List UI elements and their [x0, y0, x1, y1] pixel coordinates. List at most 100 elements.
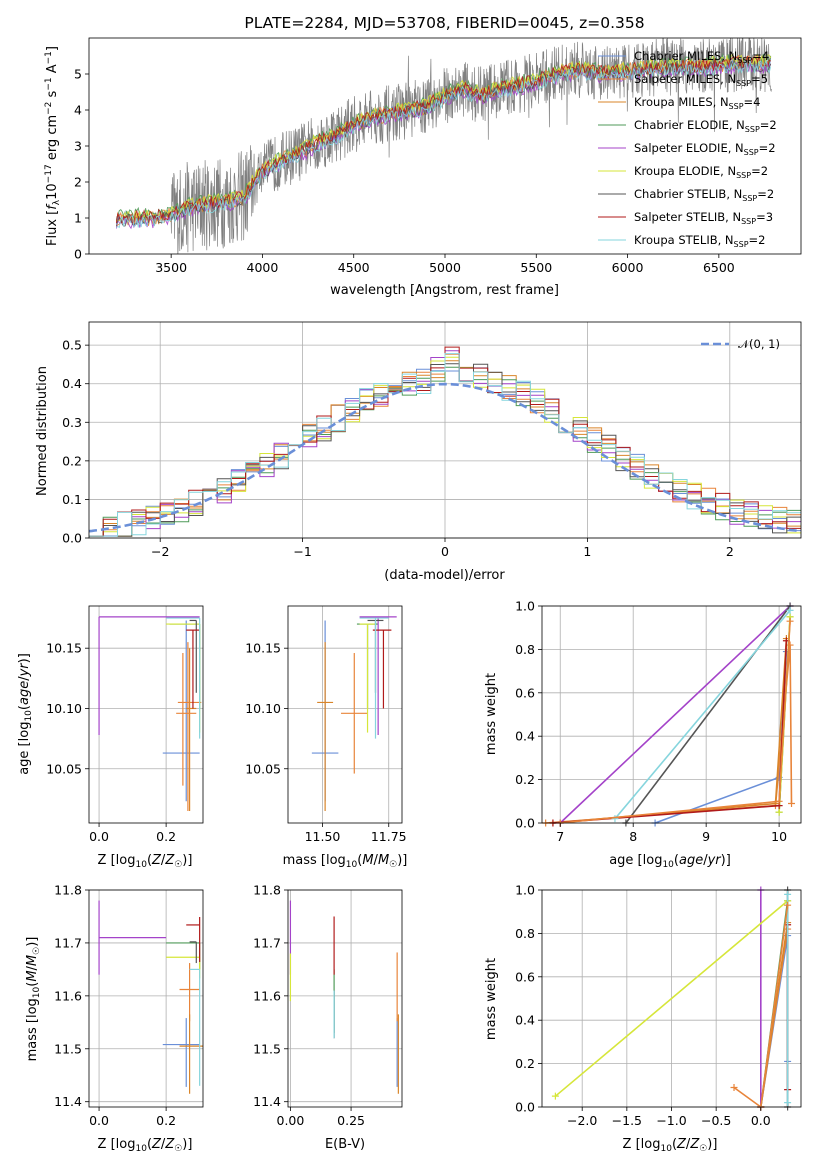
y-tick-label: 11.8	[54, 883, 82, 898]
y-tick-label: 10.05	[46, 761, 82, 776]
legend-label: Salpeter MILES, NSSP=5	[634, 72, 768, 88]
y-tick-label: 0.1	[62, 492, 82, 507]
spectrum-panel: PLATE=2284, MJD=53708, FIBERID=0045, z=0…	[44, 14, 802, 298]
x-tick-label: −0.5	[701, 1113, 731, 1128]
residual-histogram-8	[89, 353, 801, 537]
weight-line-4	[559, 605, 791, 824]
y-tick-label: 5	[74, 67, 82, 82]
weight-marker	[784, 890, 792, 898]
weight-marker	[775, 797, 783, 805]
weight-marker	[788, 799, 796, 807]
y-tick-label: 11.4	[54, 1094, 82, 1109]
y-tick-label: 2	[74, 175, 82, 190]
y-tick-label: 0.2	[62, 453, 82, 468]
y-tick-label: 1	[74, 211, 82, 226]
x-tick-label: 0.00	[277, 1113, 305, 1128]
y-tick-label: 11.7	[54, 935, 82, 950]
residual-histogram-4	[89, 350, 801, 537]
x-tick-label: −1	[293, 544, 311, 559]
y-tick-label: 0.0	[515, 816, 535, 831]
age-vs-Z-panel: 0.0 0.2 10.05 10.10 10.15 Z [log10(Z/Z☉)] ag…	[17, 605, 204, 870]
y-tick-label: 1.0	[515, 883, 535, 898]
y-tick-label: 0.0	[62, 531, 82, 546]
y-tick-label: 0.6	[515, 685, 535, 700]
observed-spectrum	[116, 38, 772, 254]
legend-label: Kroupa STELIB, NSSP=2	[634, 233, 765, 249]
weight-line-9	[760, 905, 789, 1108]
spectrum-ylabel: Flux [fλ10−17 erg cm−2 s−1 A−1]	[44, 46, 62, 246]
mass-vs-Z-ylabel: mass [log10(M/M☉)]	[25, 937, 42, 1062]
weight-vs-Z-panel: −2.0 −1.5 −1.0 −0.5 0.0 0.0 0.2 0.4 0.6 0.8 1.0 Z …	[484, 883, 802, 1154]
x-tick-label: 0.2	[156, 829, 176, 844]
legend-label: Chabrier STELIB, NSSP=2	[634, 187, 774, 203]
y-tick-label: 11.6	[54, 988, 82, 1003]
y-tick-label: 10.10	[245, 701, 281, 716]
spectrum-xlabel: wavelength [Angstrom, rest frame]	[330, 283, 559, 298]
y-tick-label: 1.0	[515, 599, 535, 614]
y-tick-label: 3	[74, 139, 82, 154]
spectrum-title: PLATE=2284, MJD=53708, FIBERID=0045, z=0…	[244, 14, 644, 32]
mass-vs-ebv-panel: 0.00 0.25 11.4 11.5 11.6 11.7 11.8 E(B-V)	[253, 883, 403, 1152]
y-tick-label: 0.8	[515, 642, 535, 657]
y-tick-label: 0.4	[515, 729, 535, 744]
y-tick-label: 0.0	[515, 1100, 535, 1115]
residuals-legend: 𝒩(0, 1)	[701, 337, 780, 351]
weight-line-5	[554, 900, 789, 1097]
weight-vs-Z-ylabel: mass weight	[484, 958, 499, 1040]
x-tick-label: 0.0	[89, 1113, 109, 1128]
axes-frame	[541, 605, 802, 824]
y-tick-label: 0	[74, 247, 82, 262]
residuals-xlabel: (data-model)/error	[384, 568, 505, 583]
y-tick-label: 4	[74, 103, 82, 118]
weight-vs-Z-xlabel: Z [log10(Z/Z☉)]	[623, 1137, 718, 1154]
x-tick-label: 9	[702, 829, 710, 844]
weight-marker	[784, 1099, 792, 1107]
x-tick-label: 0.25	[337, 1113, 365, 1128]
x-tick-label: −1.0	[656, 1113, 686, 1128]
x-tick-label: 0.0	[751, 1113, 771, 1128]
x-tick-label: 10	[771, 829, 787, 844]
x-tick-label: −2	[151, 544, 169, 559]
weight-marker	[730, 1083, 738, 1091]
x-tick-label: 11.75	[371, 829, 407, 844]
mass-vs-Z-panel: 0.0 0.2 11.4 11.5 11.6 11.7 11.8 Z [log10(Z/Z☉…	[25, 883, 204, 1154]
legend-label: Chabrier ELODIE, NSSP=2	[634, 118, 777, 134]
axes-frame	[88, 37, 802, 255]
mass-vs-ebv-xlabel: E(B-V)	[325, 1137, 365, 1152]
residuals-ylabel: Normed distribution	[35, 366, 50, 496]
age-vs-Z-ylabel: age [log10(age/yr)]	[17, 653, 34, 775]
x-tick-label: 0.0	[89, 829, 109, 844]
y-tick-label: 0.5	[62, 338, 82, 353]
y-tick-label: 10.15	[46, 641, 82, 656]
x-tick-label: 0	[441, 544, 449, 559]
x-tick-label: 6500	[703, 260, 735, 275]
axes-frame	[287, 605, 403, 824]
y-tick-label: 10.05	[245, 761, 281, 776]
y-tick-label: 0.4	[515, 1013, 535, 1028]
y-tick-label: 10.10	[46, 701, 82, 716]
y-tick-label: 11.6	[253, 988, 281, 1003]
weight-marker	[775, 808, 783, 816]
y-tick-label: 0.8	[515, 926, 535, 941]
x-tick-label: 3500	[155, 260, 187, 275]
y-tick-label: 11.5	[54, 1041, 82, 1056]
y-tick-label: 11.5	[253, 1041, 281, 1056]
x-tick-label: 5500	[520, 260, 552, 275]
residuals-panel: −2 −1 0 1 2 0.0 0.1 0.2 0.3 0.4 0.5 (data-model)/e…	[35, 321, 802, 583]
axes-frame	[287, 889, 403, 1108]
model-spectrum-7	[115, 54, 771, 225]
x-tick-label: 6000	[612, 260, 644, 275]
weight-vs-age-panel: 7 8 9 10 0.0 0.2 0.4 0.6 0.8 1.0 age [log10(age/y…	[484, 599, 802, 870]
age-vs-Z-xlabel: Z [log10(Z/Z☉)]	[98, 853, 193, 870]
axes-frame	[88, 889, 204, 1108]
weight-marker	[784, 901, 792, 909]
legend-label: 𝒩(0, 1)	[738, 337, 780, 351]
weight-vs-age-xlabel: age [log10(age/yr)]	[609, 853, 731, 870]
weight-marker	[551, 1092, 559, 1100]
y-tick-label: 10.15	[245, 641, 281, 656]
x-tick-label: 2	[726, 544, 734, 559]
x-tick-label: 1	[583, 544, 591, 559]
axes-frame	[541, 889, 802, 1108]
age-vs-mass-panel: 11.50 11.75 10.05 10.10 10.15 mass [log10(M/…	[245, 605, 407, 870]
x-tick-label: 7	[556, 829, 564, 844]
